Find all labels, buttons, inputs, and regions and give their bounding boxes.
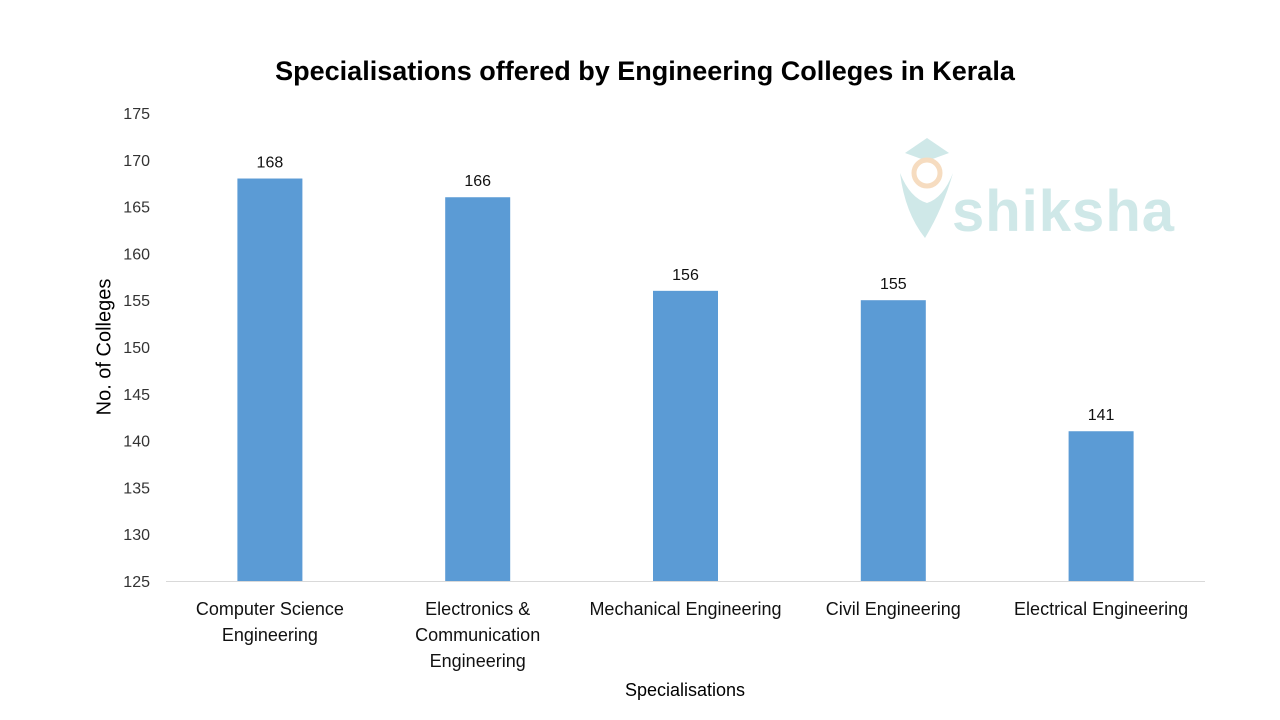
x-tick-label: Electrical Engineering bbox=[1014, 599, 1188, 619]
watermark-text: shiksha bbox=[952, 179, 1175, 244]
shiksha-logo-watermark bbox=[900, 138, 953, 238]
bar bbox=[237, 178, 303, 581]
y-tick-label: 160 bbox=[123, 246, 150, 263]
x-tick-label: Communication bbox=[415, 625, 540, 645]
x-tick-label: Engineering bbox=[222, 625, 318, 645]
y-tick-label: 170 bbox=[123, 153, 150, 170]
y-tick-label: 145 bbox=[123, 387, 150, 404]
y-tick-label: 130 bbox=[123, 527, 150, 544]
bar bbox=[653, 290, 718, 581]
data-label: 166 bbox=[464, 173, 491, 190]
data-label: 156 bbox=[672, 267, 699, 284]
y-tick-label: 165 bbox=[123, 200, 150, 217]
x-tick-label: Civil Engineering bbox=[826, 599, 961, 619]
y-tick-label: 125 bbox=[123, 574, 150, 591]
y-tick-label: 175 bbox=[123, 106, 150, 123]
y-tick-label: 155 bbox=[123, 293, 150, 310]
y-tick-label: 150 bbox=[123, 340, 150, 357]
x-tick-label: Mechanical Engineering bbox=[589, 599, 781, 619]
x-tick-label: Electronics & bbox=[425, 599, 530, 619]
y-tick-label: 135 bbox=[123, 480, 150, 497]
data-label: 155 bbox=[880, 276, 907, 293]
graduation-cap-icon bbox=[905, 138, 949, 161]
bar bbox=[445, 197, 511, 582]
y-tick-label: 140 bbox=[123, 434, 150, 451]
data-label: 141 bbox=[1088, 407, 1115, 424]
bar bbox=[860, 300, 926, 581]
x-tick-label: Computer Science bbox=[196, 599, 344, 619]
x-tick-label: Engineering bbox=[430, 651, 526, 671]
data-label: 168 bbox=[257, 155, 284, 172]
bar bbox=[1068, 431, 1134, 581]
x-axis-label: Specialisations bbox=[624, 680, 746, 700]
chart-title: Specialisations offered by Engineering C… bbox=[275, 56, 1015, 86]
